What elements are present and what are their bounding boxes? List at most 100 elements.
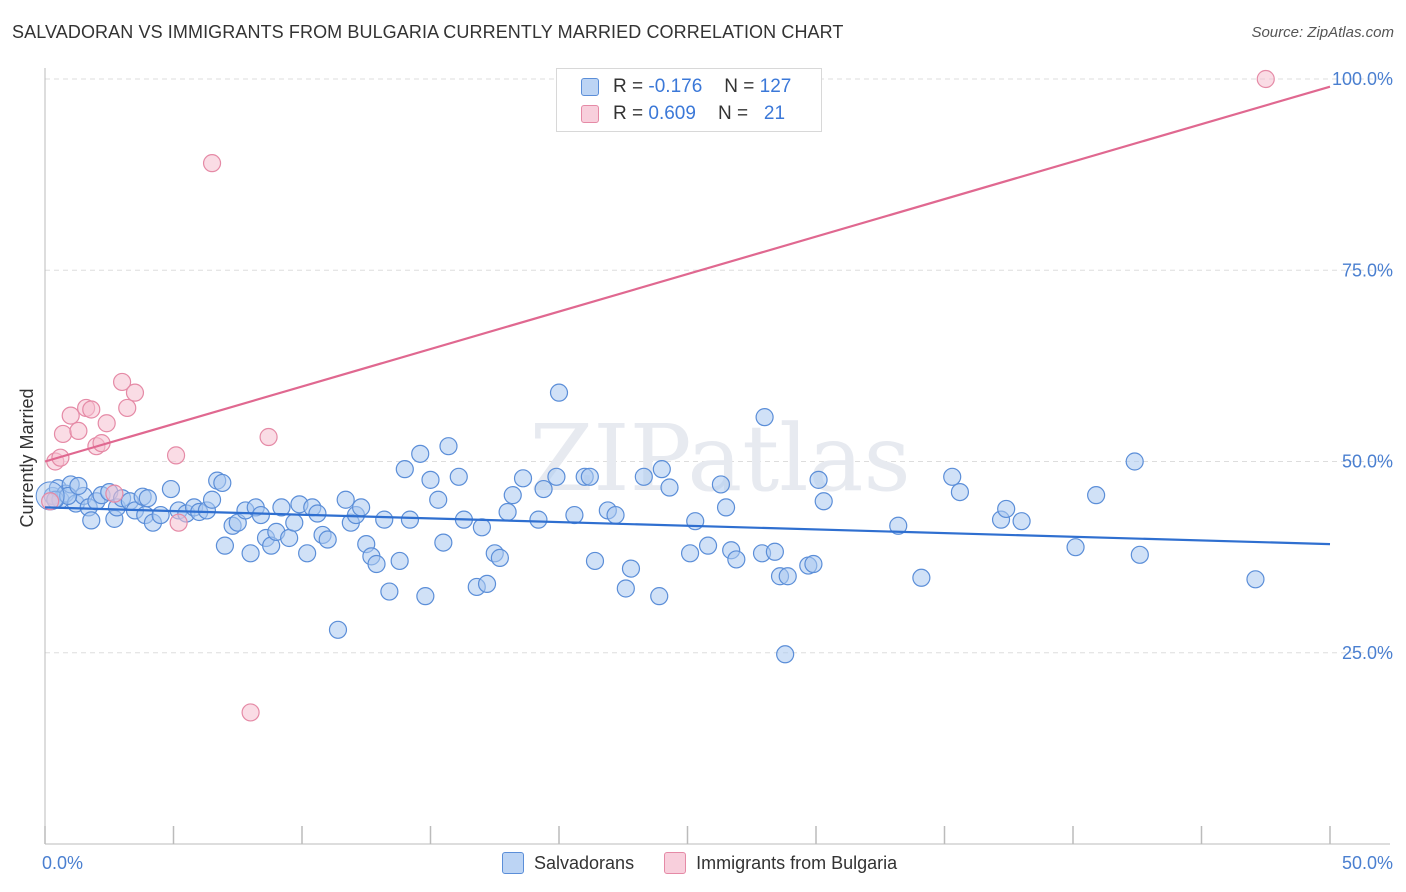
point-salvadoran [1087,486,1106,505]
swatch-blue [502,852,524,874]
y-tick-label: 50.0% [1342,452,1393,472]
point-salvadoran [395,460,414,479]
point-salvadoran [161,479,181,499]
point-salvadoran [650,587,669,606]
point-salvadoran [411,444,430,463]
point-salvadoran [352,498,371,517]
legend-n-label: N = [724,76,755,97]
trend-line-salvadorans [44,506,1331,546]
point-salvadoran [328,620,348,639]
point-salvadoran [716,498,736,517]
point-salvadoran [634,467,653,486]
point-salvadoran [755,408,774,427]
point-salvadoran [1246,570,1265,589]
point-salvadoran [241,544,260,563]
swatch-blue [581,78,599,96]
point-salvadoran [580,467,599,486]
point-salvadoran [439,437,458,456]
point-salvadoran [778,567,797,586]
point-salvadoran [547,467,566,486]
point-salvadoran [680,544,700,563]
y-tick-label: 25.0% [1342,643,1393,663]
point-salvadoran [997,499,1016,519]
swatch-pink [581,105,599,123]
point-salvadoran [400,510,420,529]
point-salvadoran [912,568,931,587]
point-salvadoran [1012,512,1031,531]
point-salvadoran [1130,545,1149,564]
point-salvadoran [477,574,497,594]
point-bulgaria [202,154,222,173]
point-salvadoran [943,467,962,486]
point-bulgaria [118,398,137,418]
point-salvadoran [549,383,569,402]
legend-item-bulgaria: Immigrants from Bulgaria [664,852,897,874]
y-tick-label: 100.0% [1332,69,1393,89]
axes [44,68,1390,845]
legend-r-value: 0.609 [648,103,696,124]
point-salvadoran [490,548,509,567]
point-salvadoran [390,551,409,571]
legend-r-value: -0.176 [648,76,703,97]
point-bulgaria [259,427,278,447]
legend-row-salvadorans: R = -0.176 N = 127 [581,75,791,99]
point-salvadoran [472,518,491,537]
x-tick-label: 50.0% [1342,853,1393,873]
trend-lines [44,85,1331,546]
point-salvadoran [776,645,795,664]
point-salvadoran [950,483,970,502]
point-salvadoran [308,504,327,523]
legend-r-label: R = [613,76,644,97]
point-salvadoran [151,505,170,525]
point-salvadoran [804,554,823,574]
point-salvadoran [565,505,584,525]
grid-lines [45,78,1390,654]
point-salvadoran [814,492,833,511]
point-salvadoran [1066,538,1085,557]
point-salvadoran [138,489,157,508]
point-bulgaria [82,400,101,419]
point-salvadoran [69,476,88,496]
point-salvadoran [449,467,468,486]
point-salvadoran [513,469,533,488]
point-salvadoran [616,579,635,598]
point-bulgaria [97,414,116,433]
point-salvadoran [698,536,718,555]
stats-legend: R = -0.176 N = 127 R = 0.609 N = 21 [556,68,822,132]
legend-label-salvadorans: Salvadorans [534,852,635,873]
point-salvadoran [889,516,908,535]
point-salvadoran [660,478,679,497]
point-bulgaria [112,372,132,392]
point-salvadoran [82,511,101,530]
swatch-pink [664,852,687,874]
chart-title: SALVADORAN VS IMMIGRANTS FROM BULGARIA C… [12,22,844,42]
point-bulgaria [166,446,186,465]
point-bulgaria [61,406,80,425]
point-salvadoran [380,582,399,601]
point-salvadoran [606,505,625,525]
point-bulgaria [69,421,88,440]
tick-labels: 100.0% 75.0% 50.0% 25.0% 0.0% 50.0% Currently … [17,69,1393,873]
point-salvadoran [621,559,641,578]
point-salvadoran [429,490,448,509]
point-bulgaria [125,383,145,402]
point-salvadoran [215,536,234,555]
legend-r-label: R = [613,103,644,124]
point-salvadoran [711,475,731,494]
point-bulgaria [169,513,188,532]
legend-row-bulgaria: R = 0.609 N = 21 [581,102,785,126]
point-salvadoran [375,510,394,529]
point-salvadoran [1125,452,1144,471]
point-salvadoran [421,470,440,489]
point-salvadoran [318,530,337,549]
point-salvadoran [285,513,304,532]
point-salvadoran [251,505,270,525]
bottom-legend: Salvadorans Immigrants from Bulgaria [502,852,927,874]
source-label: Source: ZipAtlas.com [1251,24,1394,41]
point-bulgaria [241,703,260,722]
point-salvadoran [434,533,453,552]
point-bulgaria [105,484,124,503]
point-salvadoran [213,473,232,493]
point-bulgaria [41,492,60,511]
